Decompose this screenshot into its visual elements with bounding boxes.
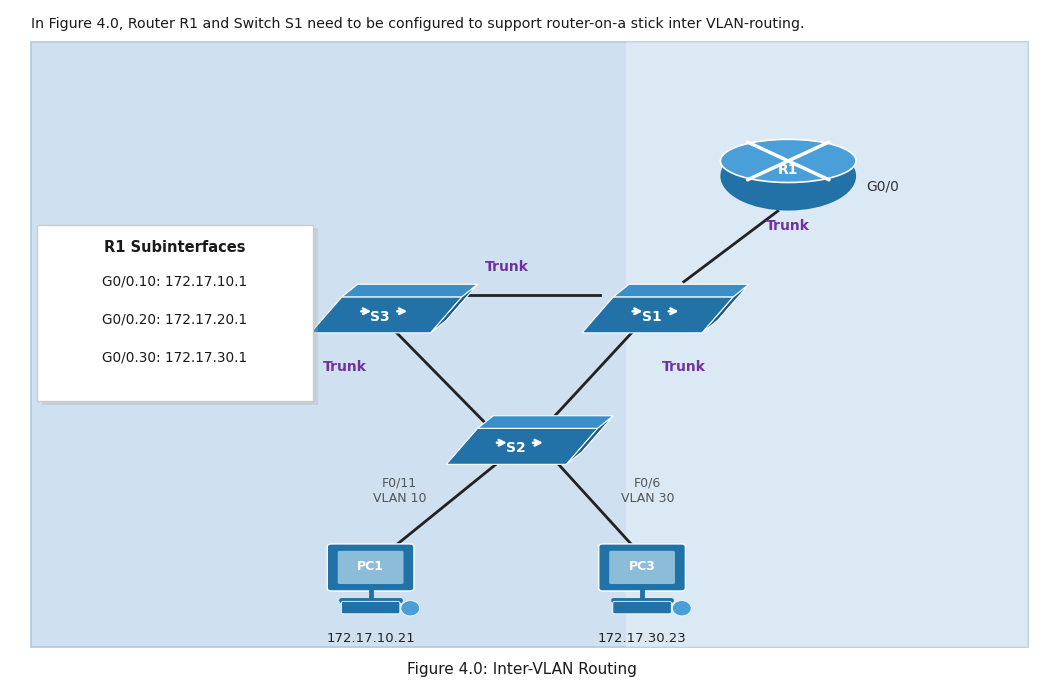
Ellipse shape: [672, 601, 691, 616]
FancyBboxPatch shape: [338, 551, 403, 584]
Text: Trunk: Trunk: [662, 360, 706, 374]
Text: 172.17.30.23: 172.17.30.23: [597, 632, 687, 645]
Text: PC3: PC3: [628, 561, 656, 573]
Text: G0/0.20: 172.17.20.1: G0/0.20: 172.17.20.1: [102, 313, 247, 327]
Ellipse shape: [720, 141, 856, 210]
Text: Trunk: Trunk: [766, 219, 810, 233]
Text: Trunk: Trunk: [484, 260, 528, 274]
Text: R1: R1: [778, 163, 799, 177]
Text: F0/11
VLAN 10: F0/11 VLAN 10: [373, 476, 426, 505]
FancyBboxPatch shape: [613, 601, 671, 614]
Text: S3: S3: [371, 309, 389, 324]
Polygon shape: [566, 416, 614, 464]
Text: G0/0: G0/0: [867, 180, 899, 194]
Text: PC1: PC1: [357, 561, 384, 573]
Text: S2: S2: [506, 441, 525, 455]
Text: Trunk: Trunk: [323, 360, 366, 374]
Polygon shape: [702, 284, 750, 333]
Polygon shape: [477, 416, 614, 428]
Text: R1 Subinterfaces: R1 Subinterfaces: [104, 240, 245, 255]
Polygon shape: [447, 428, 597, 464]
Ellipse shape: [720, 139, 856, 183]
FancyBboxPatch shape: [31, 42, 1028, 647]
Text: In Figure 4.0, Router R1 and Switch S1 need to be configured to support router-o: In Figure 4.0, Router R1 and Switch S1 n…: [31, 17, 805, 31]
Polygon shape: [583, 297, 733, 333]
FancyBboxPatch shape: [626, 42, 1028, 647]
Polygon shape: [614, 284, 750, 297]
Ellipse shape: [401, 601, 420, 616]
FancyBboxPatch shape: [599, 544, 685, 591]
Polygon shape: [342, 284, 477, 297]
FancyBboxPatch shape: [37, 225, 313, 401]
Text: 172.17.10.21: 172.17.10.21: [326, 632, 416, 645]
FancyBboxPatch shape: [42, 228, 318, 405]
FancyBboxPatch shape: [609, 551, 674, 584]
Polygon shape: [311, 297, 461, 333]
Text: G0/0.10: 172.17.10.1: G0/0.10: 172.17.10.1: [102, 275, 247, 289]
Text: F0/6
VLAN 30: F0/6 VLAN 30: [620, 476, 674, 505]
FancyBboxPatch shape: [341, 601, 400, 614]
FancyBboxPatch shape: [327, 544, 413, 591]
Polygon shape: [430, 284, 477, 333]
Text: G0/0.30: 172.17.30.1: G0/0.30: 172.17.30.1: [102, 351, 247, 365]
Text: S1: S1: [642, 309, 661, 324]
Text: Figure 4.0: Inter-VLAN Routing: Figure 4.0: Inter-VLAN Routing: [407, 662, 637, 677]
